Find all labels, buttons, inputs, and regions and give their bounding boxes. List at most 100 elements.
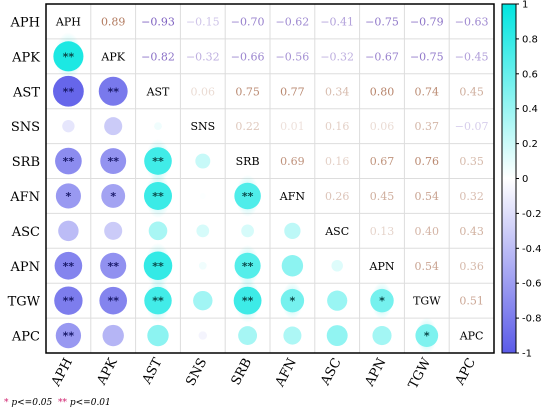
correlation-circle (55, 147, 82, 175)
correlation-circle (234, 182, 261, 210)
diagonal-label: SRB (236, 155, 260, 168)
row-label: ASC (11, 225, 40, 240)
correlation-value: −0.67 (365, 50, 399, 63)
significance-mark: ** (152, 295, 164, 308)
significance-mark: ** (63, 85, 75, 98)
correlation-value: −0.32 (320, 50, 354, 63)
correlation-value: −0.07 (455, 120, 489, 133)
correlation-circle (198, 261, 207, 270)
correlation-circle (54, 251, 83, 280)
significance-mark: ** (107, 155, 119, 168)
correlation-value: −0.75 (365, 15, 399, 28)
correlation-circle (58, 220, 79, 242)
significance-mark: ** (63, 50, 75, 63)
correlation-value: −0.70 (231, 15, 265, 28)
correlation-circle (98, 76, 128, 106)
colorbar-tick-label: -1 (522, 349, 532, 360)
column-label: AFN (272, 356, 300, 390)
correlation-value: 0.80 (370, 85, 395, 98)
correlation-circle (238, 326, 258, 345)
correlation-value: 0.35 (459, 155, 484, 168)
correlation-circle (195, 153, 211, 169)
column-label: AST (139, 356, 166, 388)
column-label: SNS (183, 356, 210, 389)
correlation-value: 0.34 (325, 85, 350, 98)
significance-footnote: * p<=0.05 ** p<=0.01 (4, 398, 111, 408)
correlation-circle (199, 192, 206, 199)
correlation-circle (53, 75, 84, 107)
correlation-circle (372, 325, 392, 346)
correlation-value: −0.62 (276, 15, 310, 28)
significance-mark: ** (63, 330, 75, 343)
correlation-circle (144, 181, 172, 210)
correlation-value: 0.32 (459, 190, 484, 203)
correlation-circle (327, 290, 348, 311)
correlation-circle (154, 122, 162, 131)
significance-mark: ** (242, 295, 254, 308)
diagonal-label: SNS (190, 120, 215, 133)
correlation-circle (104, 117, 123, 136)
correlation-circle (326, 325, 348, 347)
row-label: TGW (8, 295, 41, 310)
grid-frame (45, 3, 495, 354)
correlation-value: −0.41 (320, 15, 354, 28)
correlation-circle (55, 322, 82, 349)
colorbar-tick-label: -0.8 (522, 314, 542, 325)
significance-mark: * (110, 190, 116, 203)
significance-mark: ** (152, 260, 164, 273)
correlation-value: 0.54 (415, 190, 440, 203)
correlation-value: 0.77 (280, 85, 305, 98)
correlation-value: 0.26 (325, 190, 350, 203)
correlation-value: −0.45 (455, 50, 489, 63)
correlation-circle (144, 286, 172, 315)
correlation-circle (101, 184, 126, 208)
significance-mark: ** (63, 260, 75, 273)
correlation-circle (53, 41, 84, 72)
row-label: APC (11, 330, 40, 345)
correlation-circle (100, 252, 127, 279)
correlation-circle (370, 288, 394, 313)
correlation-value: 0.89 (101, 15, 126, 28)
diagonal-label: APC (459, 330, 484, 343)
correlation-value: 0.45 (459, 85, 484, 98)
correlation-value: 0.13 (370, 225, 395, 238)
colorbar-tick-label: -0.4 (522, 244, 542, 255)
correlation-circle (104, 221, 123, 240)
diagonal-label: APK (100, 50, 125, 63)
colorbar-tick-label: 0.4 (522, 104, 538, 115)
double-star-text: p<=0.01 (69, 398, 111, 408)
colorbar-tick-label: 0.6 (522, 69, 538, 80)
double-star-marker: ** (58, 398, 67, 408)
correlation-circle (415, 324, 439, 347)
correlation-circle (54, 286, 83, 315)
colorbar-tick-label: -0.2 (522, 209, 542, 220)
correlation-value: 0.74 (415, 85, 440, 98)
correlation-value: 0.01 (280, 120, 305, 133)
correlation-circle (198, 331, 208, 340)
row-label: SRB (12, 155, 40, 170)
correlation-value: −0.66 (231, 50, 265, 63)
column-label: TGW (406, 355, 435, 391)
diagonal-label: APH (55, 15, 81, 28)
diagonal-label: AFN (279, 190, 306, 203)
correlation-value: 0.45 (370, 190, 395, 203)
correlation-circle (196, 224, 210, 238)
significance-mark: ** (63, 295, 75, 308)
column-label: APC (452, 356, 479, 389)
correlation-circle (283, 326, 302, 345)
colorbar-tick-label: 0.8 (522, 34, 538, 45)
row-label: SNS (11, 120, 40, 135)
row-label: APN (9, 260, 40, 275)
significance-mark: ** (242, 260, 254, 273)
colorbar-tick-label: 1 (522, 0, 528, 11)
correlation-circle (62, 119, 75, 133)
diagonal-label: TGW (413, 295, 441, 308)
correlation-circle (143, 251, 173, 281)
column-label: APK (94, 356, 121, 389)
correlation-circle (55, 183, 81, 209)
correlation-value: −0.56 (276, 50, 310, 63)
correlation-value: −0.79 (410, 15, 444, 28)
significance-mark: ** (63, 155, 75, 168)
single-star-marker: * (4, 398, 9, 408)
